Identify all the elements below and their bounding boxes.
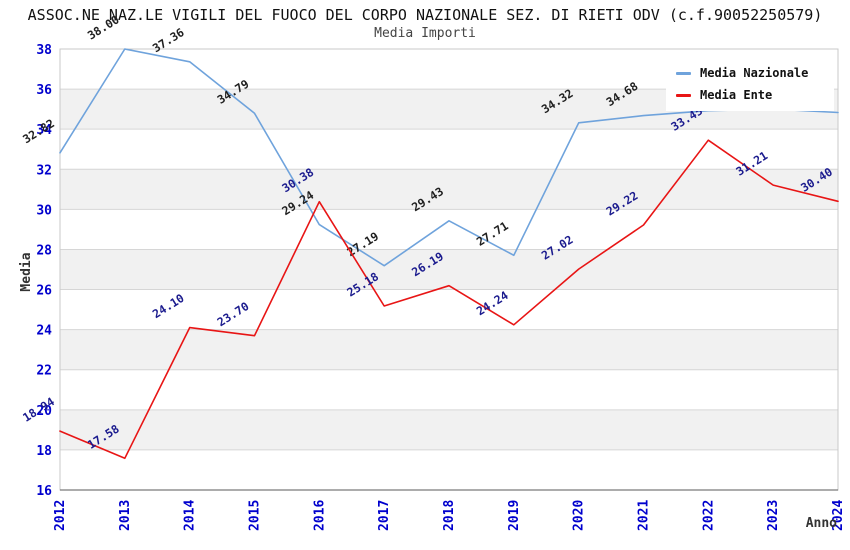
x-tick-label: 2023: [766, 500, 781, 531]
point-label: 38.00: [85, 12, 122, 42]
x-tick-label: 2019: [507, 500, 522, 531]
y-tick-label: 38: [36, 43, 52, 58]
ente-line-swatch-icon: [676, 93, 691, 97]
point-label: 18.94: [20, 394, 57, 424]
x-tick-label: 2017: [377, 500, 392, 531]
y-tick-label: 34: [36, 123, 52, 138]
x-tick-label: 2024: [831, 500, 846, 531]
x-tick-label: 2021: [637, 500, 652, 531]
y-tick-label: 36: [36, 83, 52, 98]
plot-band: [60, 289, 838, 330]
plot-band: [60, 369, 838, 410]
plot-band: [60, 169, 838, 210]
x-tick-label: 2014: [183, 500, 198, 531]
nazionale-line-swatch-icon: [676, 71, 691, 75]
y-tick-label: 24: [36, 324, 52, 339]
legend-item-media-ente: Media Ente: [676, 88, 826, 102]
y-tick-label: 30: [36, 203, 52, 218]
x-tick-label: 2013: [118, 500, 133, 531]
x-tick-label: 2020: [572, 500, 587, 531]
series-line-media-ente: [59, 139, 839, 460]
plot-band: [60, 129, 838, 170]
plot-band: [60, 249, 838, 290]
y-tick-label: 18: [36, 444, 52, 459]
chart-title: ASSOC.NE NAZ.LE VIGILI DEL FUOCO DEL COR…: [27, 6, 823, 24]
plot-band: [60, 329, 838, 370]
x-tick-label: 2012: [53, 500, 68, 531]
y-tick-label: 32: [36, 163, 52, 178]
x-tick-label: 2016: [312, 500, 327, 531]
legend-label: Media Ente: [700, 88, 773, 102]
y-tick-label: 20: [36, 404, 52, 419]
y-axis-title: Media: [19, 252, 34, 291]
plot-band: [60, 449, 838, 490]
point-label: 32.82: [20, 116, 57, 146]
plot-band: [60, 209, 838, 250]
x-tick-label: 2015: [248, 500, 263, 531]
y-tick-label: 22: [36, 364, 52, 379]
y-tick-label: 26: [36, 284, 52, 299]
chart-subtitle: Media Importi: [374, 26, 476, 41]
y-tick-label: 16: [36, 484, 52, 499]
legend-item-media-nazionale: Media Nazionale: [676, 66, 826, 80]
plot-band: [60, 409, 838, 450]
x-tick-label: 2018: [442, 500, 457, 531]
y-tick-label: 28: [36, 243, 52, 258]
legend-label: Media Nazionale: [700, 66, 809, 80]
x-axis-title: Anno: [806, 516, 837, 531]
x-tick-label: 2022: [701, 500, 716, 531]
legend: Media Nazionale Media Ente: [666, 59, 834, 111]
